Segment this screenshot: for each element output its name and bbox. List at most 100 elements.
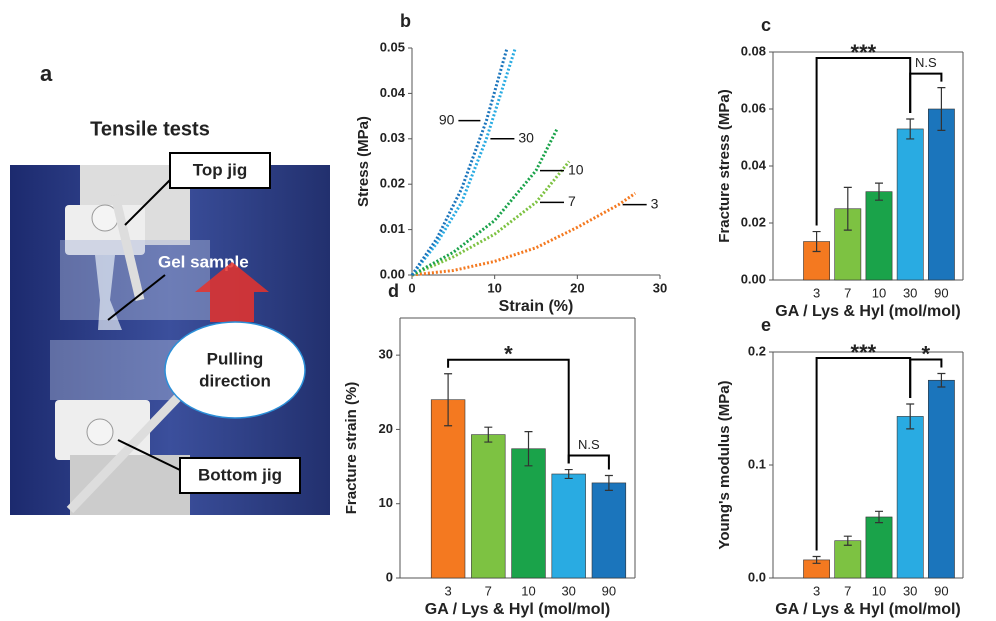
pull-arrow	[195, 262, 269, 322]
pull-ellipse	[164, 321, 306, 419]
significance-label: N.S	[915, 55, 937, 70]
bar	[927, 379, 955, 579]
top-jig-rod	[110, 193, 145, 302]
y-tick-label: 0.1	[748, 456, 766, 471]
error-bar	[564, 468, 573, 480]
y-tick-label: 0.2	[748, 343, 766, 358]
bar	[591, 482, 627, 579]
x-axis-title: GA / Lys & Hyl (mol/mol)	[775, 303, 961, 320]
y-axis-title: Young's modulus (MPa)	[716, 380, 733, 549]
x-tick-label: 7	[844, 583, 851, 598]
series-line	[410, 47, 517, 276]
x-tick-label: 7	[844, 285, 851, 300]
bar	[430, 399, 466, 579]
x-tick-label: 10	[487, 280, 501, 295]
x-tick-label: 10	[872, 285, 886, 300]
photo: a Tensile tests Top jig Gel sample Pulli…	[10, 61, 330, 515]
error-bar	[875, 182, 883, 201]
y-tick-label: 10	[379, 495, 393, 510]
error-bar	[812, 230, 821, 253]
error-bar	[906, 403, 915, 430]
error-bar	[843, 186, 852, 231]
y-tick-label: 0.04	[741, 157, 767, 172]
y-tick-label: 0.02	[380, 176, 405, 191]
y-tick-label: 0.0	[748, 569, 766, 584]
x-axis-title: GA / Lys & Hyl (mol/mol)	[425, 601, 611, 618]
y-tick-label: 0.00	[380, 266, 405, 281]
gel-sample-label: Gel sample	[158, 252, 249, 271]
x-tick-label: 90	[934, 583, 948, 598]
error-bar	[484, 426, 493, 443]
panel-label: d	[388, 281, 399, 301]
y-tick-label: 0.04	[380, 85, 406, 100]
x-tick-label: 0	[408, 280, 415, 295]
x-tick-label: 3	[444, 583, 451, 598]
x-tick-label: 20	[570, 280, 584, 295]
x-tick-label: 3	[813, 583, 820, 598]
significance-label: *	[504, 342, 513, 367]
error-bar	[604, 474, 613, 491]
x-tick-label: 10	[872, 583, 886, 598]
x-tick-label: 90	[934, 285, 948, 300]
label-box	[169, 152, 271, 189]
error-bar	[524, 431, 533, 467]
significance-label: ***	[851, 40, 877, 65]
bar	[551, 473, 586, 579]
series-label: 30	[518, 130, 534, 146]
bar	[471, 434, 506, 579]
gel-sample	[95, 255, 122, 330]
pulling-label: direction	[199, 371, 271, 390]
y-axis-title: Fracture strain (%)	[343, 382, 360, 515]
bracket	[815, 57, 912, 226]
x-tick-label: 10	[521, 583, 535, 598]
x-tick-label: 3	[813, 285, 820, 300]
error-bar	[444, 373, 453, 427]
bar	[896, 128, 924, 281]
bar	[865, 516, 893, 579]
y-tick-label: 0.02	[741, 214, 766, 229]
error-bar	[843, 535, 852, 546]
pulling-label: Pulling	[207, 349, 264, 368]
x-tick-label: 90	[602, 583, 616, 598]
bottom-jig-label: Bottom jig	[198, 465, 282, 484]
bracket	[909, 72, 943, 113]
series-line	[410, 47, 509, 276]
y-axis-title: Stress (MPa)	[355, 116, 372, 207]
bracket	[447, 358, 570, 464]
bottom-jig-knob	[86, 418, 114, 446]
panel-label: e	[761, 315, 771, 335]
error-bar	[812, 555, 821, 564]
significance-label: *	[922, 341, 931, 366]
y-tick-label: 0.06	[741, 100, 766, 115]
series-label: 90	[439, 111, 455, 127]
error-bar	[875, 510, 883, 524]
series-label: 7	[568, 193, 576, 209]
error-bar	[937, 372, 946, 388]
panel-label: c	[761, 15, 771, 35]
y-tick-label: 30	[379, 347, 393, 362]
x-tick-label: 30	[561, 583, 575, 598]
y-tick-label: 0.00	[741, 271, 766, 286]
pointer	[117, 439, 181, 471]
y-tick-label: 0.05	[380, 39, 405, 54]
y-tick-label: 0.08	[741, 43, 766, 58]
bar	[927, 108, 955, 281]
x-tick-label: 30	[903, 285, 917, 300]
x-axis-title: GA / Lys & Hyl (mol/mol)	[775, 601, 961, 618]
bracket	[815, 357, 912, 551]
x-axis-title: Strain (%)	[499, 298, 574, 315]
bar	[511, 448, 546, 579]
pointer	[107, 274, 166, 321]
series-label: 10	[568, 161, 584, 177]
bracket	[567, 454, 610, 470]
significance-label: ***	[851, 340, 877, 365]
bar	[896, 416, 924, 579]
photo-title: Tensile tests	[90, 118, 210, 140]
error-bar	[906, 118, 915, 140]
top-jig-label: Top jig	[193, 160, 247, 179]
pointer	[124, 179, 171, 226]
x-tick-label: 30	[653, 280, 667, 295]
panel-label: b	[400, 11, 411, 31]
